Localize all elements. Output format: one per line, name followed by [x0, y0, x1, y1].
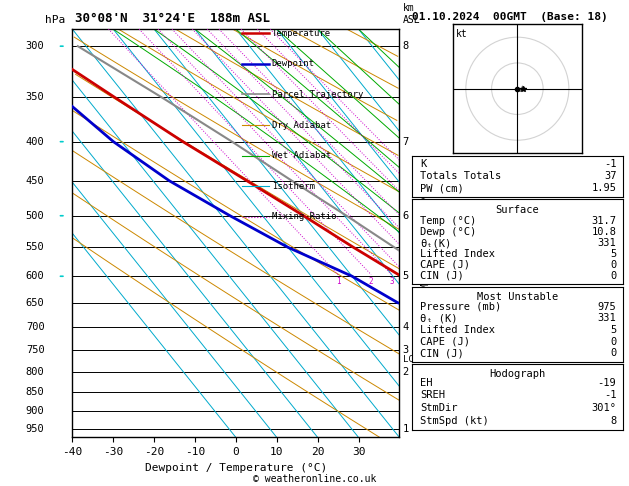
Text: 950: 950 — [26, 424, 45, 434]
Text: 2: 2 — [403, 367, 409, 377]
Text: hPa: hPa — [45, 15, 65, 25]
Text: CIN (J): CIN (J) — [420, 348, 464, 358]
Text: 975: 975 — [598, 302, 616, 312]
Text: 331: 331 — [598, 238, 616, 248]
Text: StmDir: StmDir — [420, 403, 458, 413]
Text: 5: 5 — [610, 325, 616, 335]
Text: -1: -1 — [604, 159, 616, 169]
Text: Lifted Index: Lifted Index — [420, 249, 496, 259]
Text: CIN (J): CIN (J) — [420, 271, 464, 281]
Text: PW (cm): PW (cm) — [420, 183, 464, 193]
Text: 8: 8 — [610, 416, 616, 426]
Text: 1.95: 1.95 — [591, 183, 616, 193]
Text: kt: kt — [455, 30, 467, 39]
Text: 600: 600 — [26, 271, 45, 281]
Text: 8: 8 — [403, 41, 409, 51]
Text: Mixing Ratio (g/kg): Mixing Ratio (g/kg) — [421, 177, 431, 289]
Text: 1: 1 — [403, 424, 409, 434]
Text: Temperature: Temperature — [272, 29, 331, 38]
Text: 3: 3 — [403, 346, 409, 355]
Text: Wet Adiabat: Wet Adiabat — [272, 151, 331, 160]
Text: 0: 0 — [610, 348, 616, 358]
Text: 01.10.2024  00GMT  (Base: 18): 01.10.2024 00GMT (Base: 18) — [412, 12, 608, 22]
Text: 500: 500 — [26, 211, 45, 221]
Text: 37: 37 — [604, 171, 616, 181]
Text: Surface: Surface — [496, 205, 539, 215]
Text: Most Unstable: Most Unstable — [477, 292, 558, 302]
Text: -19: -19 — [598, 378, 616, 388]
Text: EH: EH — [420, 378, 433, 388]
Text: 350: 350 — [26, 92, 45, 103]
Text: 850: 850 — [26, 387, 45, 397]
Text: Dewp (°C): Dewp (°C) — [420, 227, 477, 237]
Text: 300: 300 — [26, 41, 45, 51]
Text: 5: 5 — [610, 249, 616, 259]
Text: SREH: SREH — [420, 390, 445, 400]
Text: 301°: 301° — [591, 403, 616, 413]
Text: Totals Totals: Totals Totals — [420, 171, 502, 181]
Text: 0: 0 — [610, 271, 616, 281]
Text: 1: 1 — [336, 277, 340, 286]
Text: K: K — [420, 159, 426, 169]
Text: 331: 331 — [598, 313, 616, 323]
Text: km
ASL: km ASL — [403, 3, 420, 25]
Text: 450: 450 — [26, 176, 45, 186]
Text: CAPE (J): CAPE (J) — [420, 337, 470, 347]
Text: © weatheronline.co.uk: © weatheronline.co.uk — [253, 473, 376, 484]
Text: 30°08'N  31°24'E  188m ASL: 30°08'N 31°24'E 188m ASL — [75, 12, 270, 25]
Text: Isotherm: Isotherm — [272, 182, 315, 191]
Text: Dry Adiabat: Dry Adiabat — [272, 121, 331, 130]
Text: 400: 400 — [26, 137, 45, 147]
Text: 750: 750 — [26, 346, 45, 355]
Text: -1: -1 — [604, 390, 616, 400]
Text: CAPE (J): CAPE (J) — [420, 260, 470, 270]
Text: Lifted Index: Lifted Index — [420, 325, 496, 335]
Text: 800: 800 — [26, 367, 45, 377]
Text: θₜ (K): θₜ (K) — [420, 313, 458, 323]
Text: 2: 2 — [369, 277, 374, 286]
Text: 700: 700 — [26, 322, 45, 332]
Text: 650: 650 — [26, 298, 45, 308]
Text: 5: 5 — [403, 271, 409, 281]
Text: LCL: LCL — [403, 355, 419, 364]
Text: 0: 0 — [610, 260, 616, 270]
Text: Pressure (mb): Pressure (mb) — [420, 302, 502, 312]
Text: 550: 550 — [26, 243, 45, 252]
Text: StmSpd (kt): StmSpd (kt) — [420, 416, 489, 426]
Text: Mixing Ratio: Mixing Ratio — [272, 212, 337, 222]
Text: Temp (°C): Temp (°C) — [420, 216, 477, 226]
Text: 6: 6 — [403, 211, 409, 221]
Text: Dewpoint: Dewpoint — [272, 59, 315, 69]
Text: 4: 4 — [403, 322, 409, 332]
Text: 0: 0 — [610, 337, 616, 347]
Text: 31.7: 31.7 — [591, 216, 616, 226]
Text: θₜ(K): θₜ(K) — [420, 238, 452, 248]
Text: 3: 3 — [389, 277, 394, 286]
Text: 7: 7 — [403, 137, 409, 147]
Text: Parcel Trajectory: Parcel Trajectory — [272, 90, 363, 99]
Text: Hodograph: Hodograph — [489, 369, 545, 379]
Text: 900: 900 — [26, 406, 45, 416]
X-axis label: Dewpoint / Temperature (°C): Dewpoint / Temperature (°C) — [145, 463, 327, 473]
Text: 10.8: 10.8 — [591, 227, 616, 237]
